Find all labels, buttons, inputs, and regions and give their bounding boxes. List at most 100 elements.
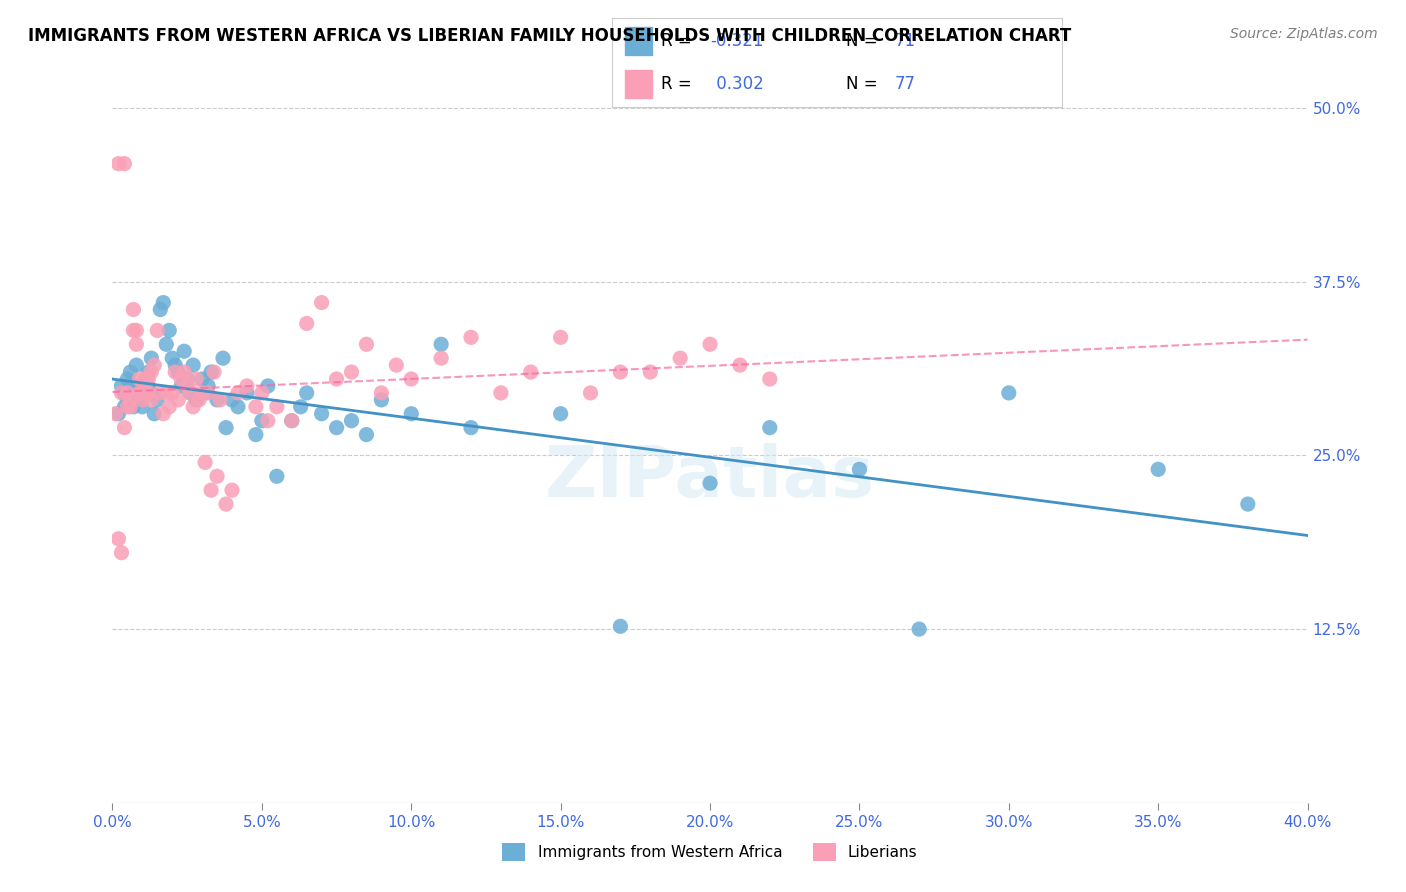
Point <box>205 469 228 483</box>
Point <box>202 365 225 379</box>
Point <box>114 385 135 400</box>
Point <box>165 365 187 379</box>
Point <box>107 407 129 421</box>
Point <box>245 400 267 414</box>
Point <box>191 385 214 400</box>
Point <box>250 385 273 400</box>
Point <box>155 385 177 400</box>
Point <box>356 427 378 442</box>
Point <box>134 385 156 400</box>
Point <box>128 379 150 393</box>
Text: 77: 77 <box>896 75 917 93</box>
Point <box>173 365 195 379</box>
Point <box>550 407 572 421</box>
Point <box>117 372 139 386</box>
Point <box>728 358 751 372</box>
Point <box>143 407 166 421</box>
Point <box>179 385 201 400</box>
Point <box>290 400 312 414</box>
Point <box>176 379 198 393</box>
Point <box>186 372 208 386</box>
Point <box>138 372 160 386</box>
Point <box>311 295 333 310</box>
Point <box>848 462 870 476</box>
Point <box>1147 462 1170 476</box>
Point <box>295 317 318 331</box>
Point <box>134 372 156 386</box>
Text: 0.302: 0.302 <box>710 75 763 93</box>
Point <box>122 379 145 393</box>
Point <box>134 385 156 400</box>
Point <box>550 330 572 344</box>
Point <box>120 385 142 400</box>
Point <box>152 407 174 421</box>
Point <box>131 385 153 400</box>
Point <box>110 379 132 393</box>
Text: ZIPatlas: ZIPatlas <box>546 443 875 512</box>
Point <box>167 392 190 407</box>
Point <box>120 392 142 407</box>
Point <box>340 414 363 428</box>
Point <box>170 379 193 393</box>
Point <box>110 546 132 560</box>
Point <box>609 365 631 379</box>
Point <box>226 400 249 414</box>
Point <box>430 351 453 366</box>
Point <box>165 358 187 372</box>
Point <box>699 337 721 351</box>
Point <box>120 365 142 379</box>
Point <box>138 379 160 393</box>
Point <box>609 619 631 633</box>
Point <box>128 372 150 386</box>
Point <box>266 400 288 414</box>
Point <box>340 365 363 379</box>
Bar <box>626 70 652 98</box>
Bar <box>626 27 652 55</box>
Point <box>128 385 150 400</box>
Text: Source: ZipAtlas.com: Source: ZipAtlas.com <box>1230 27 1378 41</box>
Point <box>186 392 208 407</box>
Point <box>430 337 453 351</box>
Point <box>200 483 222 498</box>
Point <box>640 365 662 379</box>
Text: R =: R = <box>661 32 697 50</box>
Point <box>125 358 148 372</box>
Point <box>236 379 259 393</box>
Point <box>194 455 217 469</box>
Point <box>176 372 198 386</box>
Point <box>138 365 160 379</box>
Point <box>759 372 782 386</box>
Point <box>114 156 135 170</box>
Point <box>460 330 482 344</box>
Point <box>131 400 153 414</box>
Point <box>110 385 132 400</box>
Legend: Immigrants from Western Africa, Liberians: Immigrants from Western Africa, Liberian… <box>496 837 924 867</box>
Point <box>759 420 782 434</box>
Point <box>149 385 172 400</box>
Point <box>215 497 238 511</box>
Point <box>104 407 127 421</box>
Point <box>325 420 347 434</box>
Point <box>370 385 392 400</box>
Point <box>157 323 180 337</box>
Text: R =: R = <box>661 75 697 93</box>
Point <box>1237 497 1260 511</box>
Text: -0.321: -0.321 <box>710 32 763 50</box>
Point <box>138 385 160 400</box>
Point <box>146 323 169 337</box>
Point <box>134 372 156 386</box>
Point <box>197 385 219 400</box>
Point <box>149 302 172 317</box>
Point <box>460 420 482 434</box>
Point <box>236 385 259 400</box>
Point <box>143 358 166 372</box>
Point <box>200 365 222 379</box>
Point <box>669 351 692 366</box>
Point <box>281 414 304 428</box>
Point <box>205 392 228 407</box>
Point <box>188 392 211 407</box>
Point <box>215 420 238 434</box>
Point <box>141 392 163 407</box>
Point <box>401 372 423 386</box>
Point <box>908 622 931 636</box>
